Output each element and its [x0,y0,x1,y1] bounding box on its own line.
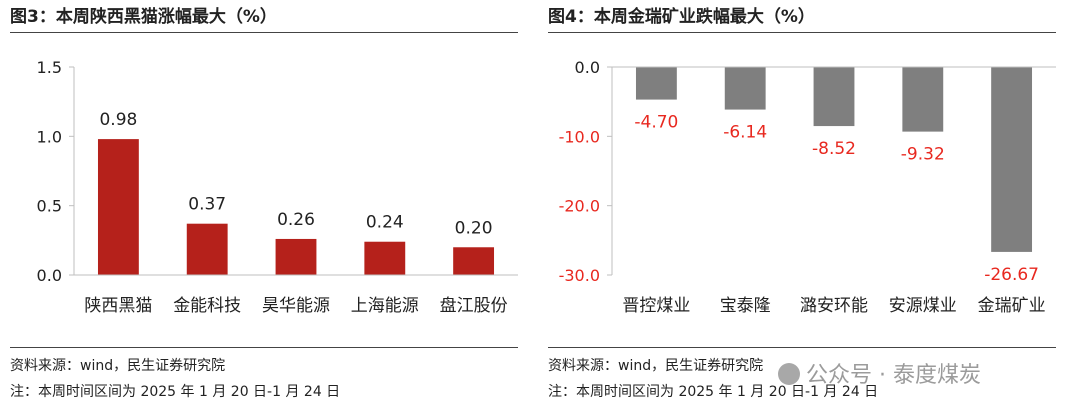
data-label: 0.26 [277,210,315,230]
data-label: -26.67 [984,265,1039,285]
data-label: 0.20 [455,218,493,238]
bar-chart: 0.0 0.5 1.0 1.5 0.98 陕西黑猫 0.37 金能科技 0.26 昊华能源 0.24… [10,40,520,330]
bar [635,67,677,100]
y-tick-label: 1.5 [37,58,62,77]
category-label: 金能科技 [173,296,241,316]
category-label: 宝泰隆 [720,296,771,316]
data-label: 0.98 [99,110,137,130]
y-tick-label: 0.0 [37,266,62,285]
bar [991,67,1033,252]
category-label: 晋控煤业 [622,296,690,316]
chart-title: 图3：本周陕西黑猫涨幅最大（%） [10,7,277,27]
chart-panel-right: 图4：本周金瑞矿业跌幅最大（%） -30.0 -20.0 -10.0 0.0 -4.70… [548,0,1068,414]
watermark-text: 公众号 · 泰度煤炭 [806,363,981,388]
watermark: 公众号 · 泰度煤炭 [778,357,981,389]
wechat-icon [778,363,800,385]
category-label: 安源煤业 [889,296,957,316]
bar [97,139,139,275]
y-tick-label: 0.0 [575,58,600,77]
data-label: 0.24 [366,213,404,233]
bar [902,67,944,132]
y-tick-label: -10.0 [559,127,600,146]
bar-chart-svg: 0.0 0.5 1.0 1.5 0.98 陕西黑猫 0.37 金能科技 0.26 昊华能源 0.24… [37,58,518,316]
bar [275,238,317,275]
category-label: 盘江股份 [440,296,508,316]
data-label: -8.52 [812,139,856,159]
bar [813,67,855,127]
data-label: 0.37 [188,195,226,215]
data-label: -9.32 [901,145,945,165]
category-label: 上海能源 [351,296,419,316]
bar [724,67,766,110]
y-tick-label: -30.0 [559,266,600,285]
date-range-note: 注：本周时间区间为 2025 年 1 月 20 日-1 月 24 日 [10,384,341,400]
date-range-note: 注：本周时间区间为 2025 年 1 月 20 日-1 月 24 日 [548,384,879,400]
category-label: 潞安环能 [800,296,868,316]
y-tick-label: -20.0 [559,197,600,216]
y-tick-label: 1.0 [37,127,62,146]
source-note: 资料来源：wind，民生证券研究院 [548,358,764,374]
footer-divider [548,347,1056,348]
y-tick-label: 0.5 [37,197,62,216]
source-note: 资料来源：wind，民生证券研究院 [10,358,226,374]
chart-panel-left: 图3：本周陕西黑猫涨幅最大（%） 0.0 0.5 1.0 1.5 0.98 陕西黑猫 0.3… [10,0,530,414]
footer-divider [10,347,518,348]
data-label: -6.14 [723,123,767,143]
title-divider [10,32,518,33]
data-label: -4.70 [634,113,678,133]
bar [453,247,495,275]
bar-chart-svg: -30.0 -20.0 -10.0 0.0 -4.70 晋控煤业 -6.14 宝泰隆 -8.52… [559,58,1056,316]
chart-title: 图4：本周金瑞矿业跌幅最大（%） [548,7,815,27]
category-label: 昊华能源 [262,296,330,316]
category-label: 金瑞矿业 [978,296,1046,316]
category-label: 陕西黑猫 [84,296,152,316]
bar-chart: -30.0 -20.0 -10.0 0.0 -4.70 晋控煤业 -6.14 宝泰隆 -8.52… [548,40,1058,330]
title-divider [548,32,1056,33]
bar [364,241,406,275]
bar [186,223,228,275]
